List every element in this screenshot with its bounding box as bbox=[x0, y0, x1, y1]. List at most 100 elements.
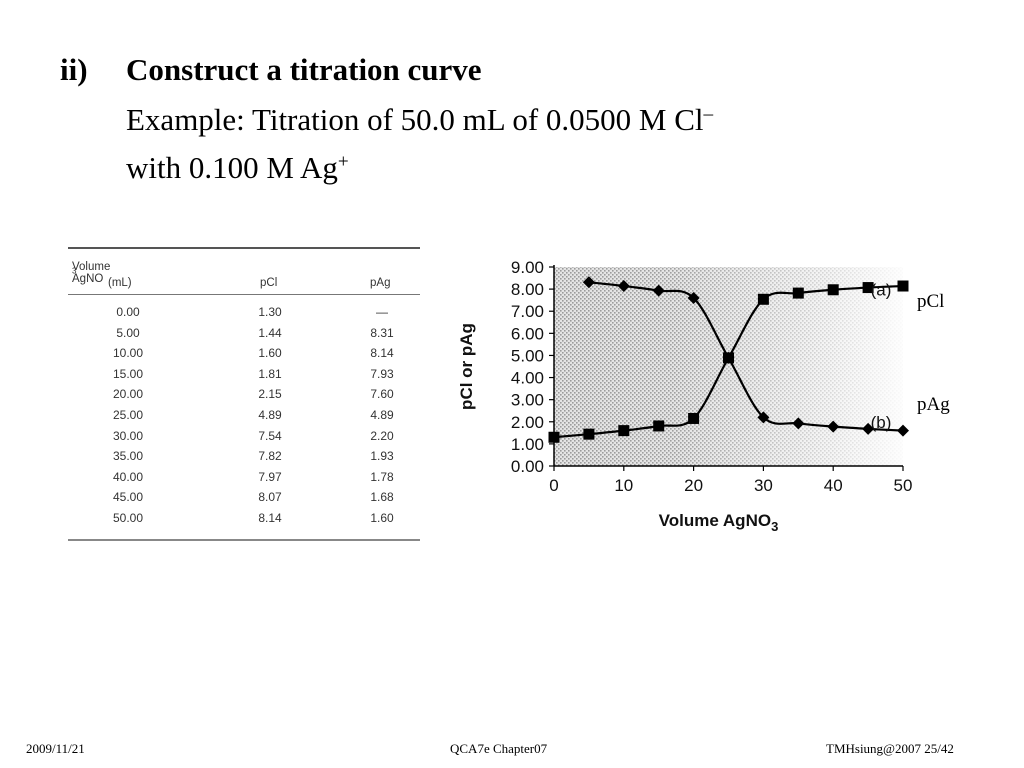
y-tick-label: 7.00 bbox=[511, 302, 544, 321]
table-row: 35.00 7.82 1.93 bbox=[68, 447, 420, 468]
table-row: 40.00 7.97 1.78 bbox=[68, 468, 420, 489]
example-text: Example: Titration of 50.0 mL of 0.0500 … bbox=[126, 102, 704, 137]
pcl-cell: 1.44 bbox=[258, 325, 282, 340]
pcl-cell: 7.82 bbox=[258, 449, 282, 464]
pcl-cell: 8.14 bbox=[258, 510, 282, 525]
pag-data-point bbox=[757, 411, 770, 424]
volume-header-subscript: 3 bbox=[72, 266, 77, 276]
y-tick-label: 1.00 bbox=[511, 435, 544, 454]
x-tick-label: 40 bbox=[824, 476, 843, 495]
y-tick-label: 8.00 bbox=[511, 280, 544, 299]
pcl-header: pCl bbox=[260, 277, 278, 289]
x-tick-label: 50 bbox=[894, 476, 913, 495]
with-line: with 0.100 M Ag+ bbox=[126, 150, 349, 186]
y-tick-label: 6.00 bbox=[511, 324, 544, 343]
x-tick-label: 0 bbox=[549, 476, 558, 495]
table-row: 50.00 8.14 1.60 bbox=[68, 509, 420, 530]
pag-cell: 1.60 bbox=[370, 510, 394, 525]
table-row: 5.00 1.44 8.31 bbox=[68, 324, 420, 345]
footer-date: 2009/11/21 bbox=[26, 741, 85, 756]
pcl-data-point bbox=[827, 284, 839, 296]
pag-cell: — bbox=[376, 305, 388, 319]
volume-cell: 25.00 bbox=[112, 407, 144, 422]
y-tick-label: 5.00 bbox=[511, 346, 544, 365]
with-text: with 0.100 M Ag bbox=[126, 150, 338, 185]
table-row: 25.00 4.89 4.89 bbox=[68, 406, 420, 427]
y-tick-label: 0.00 bbox=[511, 457, 544, 476]
volume-cell: 45.00 bbox=[112, 490, 144, 505]
pag-data-point bbox=[827, 420, 840, 433]
pcl-data-point bbox=[618, 425, 630, 437]
pag-data-point bbox=[722, 351, 735, 364]
pcl-data-point bbox=[757, 293, 769, 305]
pag-cell: 7.93 bbox=[370, 366, 394, 381]
volume-cell: 40.00 bbox=[112, 469, 144, 484]
footer-chapter: QCA7e Chapter07 bbox=[450, 741, 548, 756]
pcl-cell: 2.15 bbox=[258, 387, 282, 402]
table-header: Volume AgNO 3 (mL) pCl pAg bbox=[68, 249, 420, 291]
volume-cell: 30.00 bbox=[112, 428, 144, 443]
pcl-data-point bbox=[688, 412, 700, 424]
pag-cell: 1.68 bbox=[370, 490, 394, 505]
table-row: 10.00 1.60 8.14 bbox=[68, 344, 420, 365]
pag-cell: 4.89 bbox=[370, 407, 394, 422]
volume-cell: 50.00 bbox=[112, 510, 144, 525]
table-top-rule bbox=[68, 247, 420, 249]
series-a-label: (a) bbox=[871, 281, 892, 300]
pag-data-point bbox=[652, 284, 665, 297]
pcl-data-point bbox=[653, 420, 665, 432]
volume-cell: 0.00 bbox=[116, 305, 140, 319]
pag-curve-label: pAg bbox=[917, 394, 950, 415]
pcl-cell: 4.89 bbox=[258, 407, 282, 422]
volume-cell: 35.00 bbox=[112, 449, 144, 464]
example-line: Example: Titration of 50.0 mL of 0.0500 … bbox=[126, 102, 713, 138]
y-tick-label: 4.00 bbox=[511, 369, 544, 388]
with-superscript: + bbox=[337, 151, 349, 173]
pcl-cell: 1.30 bbox=[258, 305, 282, 319]
volume-cell: 10.00 bbox=[112, 346, 144, 361]
pcl-data-point bbox=[583, 428, 595, 440]
pcl-data-point bbox=[862, 282, 874, 294]
pcl-data-point bbox=[897, 280, 909, 292]
pag-header: pAg bbox=[370, 277, 391, 289]
table-row: 20.00 2.15 7.60 bbox=[68, 385, 420, 406]
x-axis-label: Volume AgNO3 bbox=[659, 511, 779, 534]
table-bottom-rule bbox=[68, 538, 420, 541]
pag-data-point bbox=[582, 276, 595, 289]
series-b-label: (b) bbox=[871, 413, 892, 432]
pcl-cell: 7.54 bbox=[258, 428, 282, 443]
slide-title: Construct a titration curve bbox=[126, 52, 482, 87]
pag-cell: 7.60 bbox=[370, 387, 394, 402]
y-tick-label: 3.00 bbox=[511, 391, 544, 410]
pag-cell: 2.20 bbox=[370, 428, 394, 443]
pag-cell: 8.31 bbox=[370, 325, 394, 340]
pag-cell: 1.78 bbox=[370, 469, 394, 484]
x-tick-label: 20 bbox=[684, 476, 703, 495]
table-row: 30.00 7.54 2.20 bbox=[68, 427, 420, 448]
y-tick-label: 2.00 bbox=[511, 413, 544, 432]
volume-header-text: Volume AgNO bbox=[72, 261, 111, 285]
pag-data-point bbox=[687, 291, 700, 304]
pag-data-point bbox=[792, 417, 805, 430]
pag-data-point bbox=[862, 422, 875, 435]
y-axis-label: pCl or pAg bbox=[457, 323, 476, 410]
x-tick-label: 10 bbox=[614, 476, 633, 495]
pcl-cell: 7.97 bbox=[258, 469, 282, 484]
pcl-cell: 1.60 bbox=[258, 346, 282, 361]
footer-credit-page: TMHsiung@2007 25/42 bbox=[826, 741, 954, 756]
table-row: 15.00 1.81 7.93 bbox=[68, 365, 420, 386]
pcl-data-point bbox=[548, 431, 560, 443]
pag-cell: 8.14 bbox=[370, 346, 394, 361]
pcl-cell: 8.07 bbox=[258, 490, 282, 505]
pag-cell: 1.93 bbox=[370, 449, 394, 464]
pcl-data-point bbox=[792, 287, 804, 299]
pcl-curve-label: pCl bbox=[917, 291, 945, 312]
pag-data-point bbox=[897, 424, 909, 437]
pag-curve-line bbox=[588, 281, 904, 432]
titration-data-table: Volume AgNO 3 (mL) pCl pAg 0.00 1.30 — 5.00 1… bbox=[68, 247, 420, 541]
pag-data-point bbox=[617, 280, 630, 293]
volume-cell: 20.00 bbox=[112, 387, 144, 402]
volume-header: Volume AgNO 3 bbox=[72, 261, 110, 285]
y-tick-label: 9.00 bbox=[511, 258, 544, 277]
pcl-cell: 1.81 bbox=[258, 366, 282, 381]
